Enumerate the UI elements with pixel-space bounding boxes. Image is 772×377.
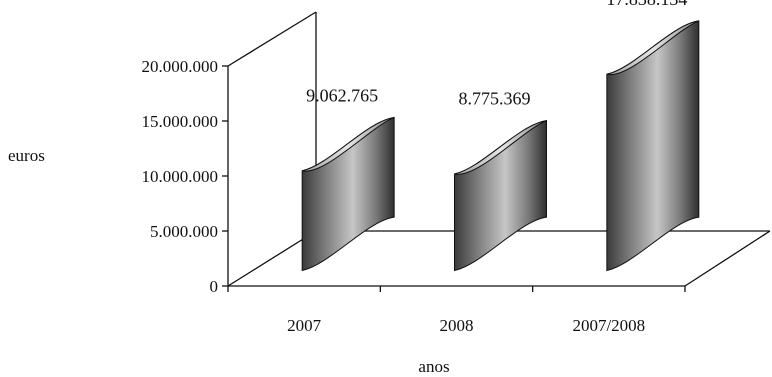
y-axis-title: euros	[8, 146, 45, 165]
y-tick-label: 0	[210, 277, 219, 296]
x-tick-label: 2007	[287, 316, 322, 335]
x-tick-label: 2008	[440, 316, 474, 335]
y-tick-label: 5.000.000	[150, 222, 218, 241]
bar-top	[302, 116, 395, 172]
x-axis-ticks: 2007 2008 2007/2008	[227, 286, 686, 335]
x-tick-label: 2007/2008	[572, 316, 645, 335]
y-tick-label: 10.000.000	[142, 167, 219, 186]
data-label: 8.775.369	[459, 89, 531, 109]
floor-left-edge	[227, 230, 317, 287]
bar-body	[606, 20, 700, 272]
data-labels: 9.062.765 8.775.369 17.838.134	[306, 0, 687, 109]
bar-body	[454, 120, 547, 272]
data-label: 9.062.765	[306, 85, 378, 105]
y-tick-label: 20.000.000	[142, 57, 219, 76]
bar-top	[454, 120, 547, 175]
y-tick-label: 15.000.000	[142, 112, 219, 131]
bar	[454, 120, 547, 272]
bar-top	[606, 20, 700, 75]
x-axis-title: anos	[418, 357, 449, 376]
y-axis-ticks: 0 5.000.000 10.000.000 15.000.000 20.000.000	[142, 57, 228, 296]
floor-right-edge	[684, 230, 771, 287]
bar	[301, 116, 395, 272]
data-label: 17.838.134	[606, 0, 687, 9]
bar	[606, 20, 700, 272]
side-wall-top-edge	[227, 11, 317, 67]
bars	[301, 20, 700, 272]
